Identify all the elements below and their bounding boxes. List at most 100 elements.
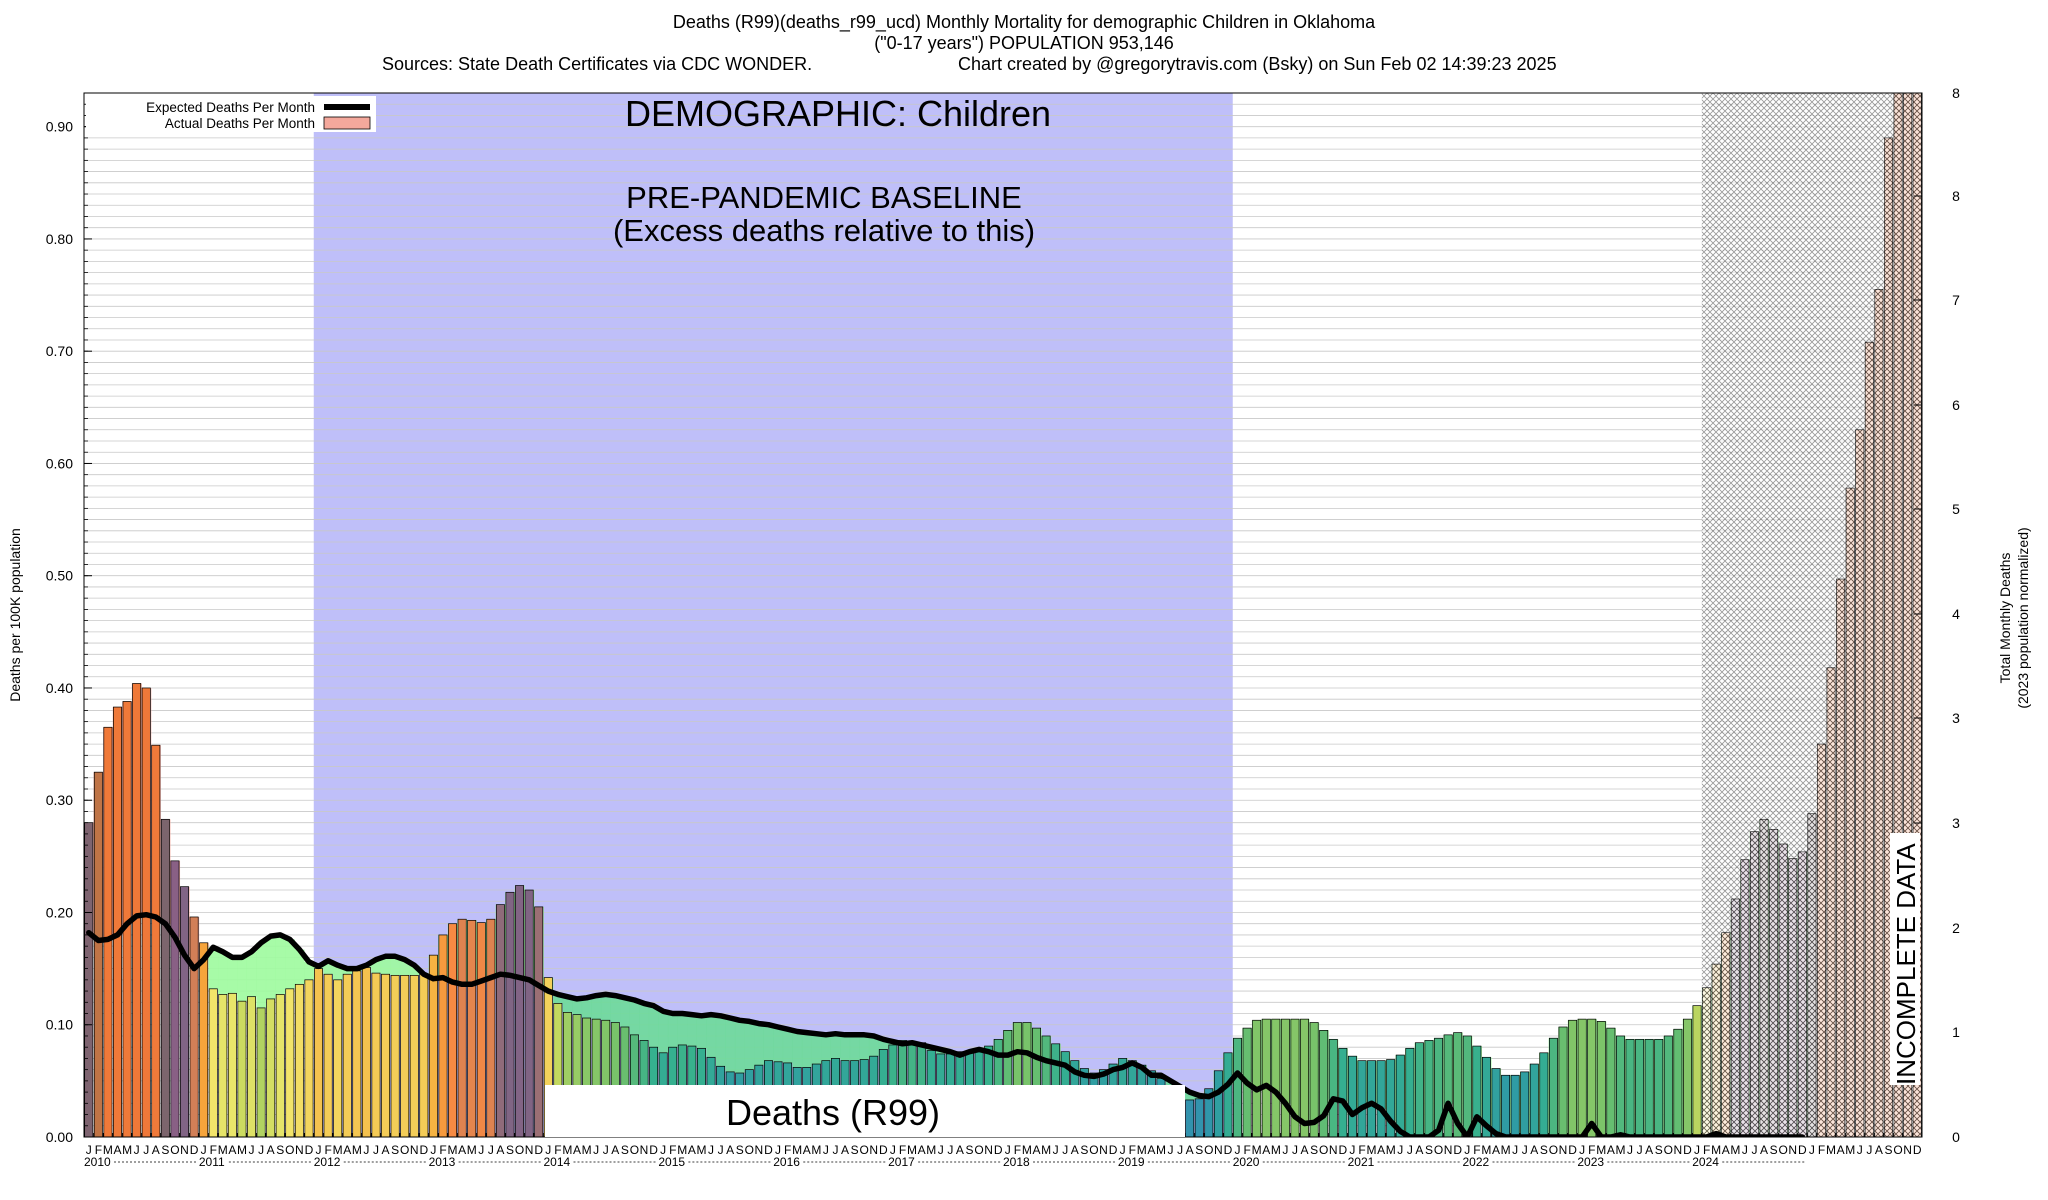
deficit-fill bbox=[744, 1021, 755, 1070]
x-month-label: J bbox=[603, 1143, 609, 1157]
actual-bar bbox=[1462, 1035, 1472, 1137]
deficit-fill bbox=[581, 997, 592, 1019]
deficit-fill bbox=[830, 1033, 841, 1059]
actual-bar bbox=[285, 988, 295, 1137]
incomplete-bar-overlay bbox=[1884, 137, 1893, 1137]
expected-line bbox=[86, 911, 1806, 1137]
x-year-label: 2015 bbox=[658, 1155, 685, 1169]
x-year-label: 2010 bbox=[84, 1155, 111, 1169]
actual-bar bbox=[515, 885, 525, 1137]
actual-bar bbox=[151, 744, 161, 1137]
actual-bar bbox=[1625, 1038, 1635, 1137]
x-month-label: A bbox=[1186, 1143, 1194, 1157]
actual-bar bbox=[1003, 1030, 1013, 1137]
incomplete-bar-overlay bbox=[1702, 987, 1712, 1137]
y-tick-label: 0.30 bbox=[46, 792, 73, 808]
actual-bar bbox=[1510, 1074, 1520, 1137]
deficit-fill bbox=[380, 956, 391, 975]
deficit-fill bbox=[667, 1013, 678, 1048]
x-month-label: N bbox=[180, 1143, 189, 1157]
deficit-fill bbox=[754, 1023, 764, 1066]
deficit-fill bbox=[821, 1034, 831, 1061]
incomplete-bar-overlay bbox=[1740, 859, 1750, 1137]
actual-bar bbox=[180, 886, 189, 1137]
actual-bar bbox=[1520, 1071, 1530, 1137]
x-year-label: 2012 bbox=[314, 1155, 341, 1169]
deficit-fill bbox=[725, 1018, 736, 1072]
x-year-label: 2019 bbox=[1118, 1155, 1145, 1169]
actual-bar bbox=[266, 998, 276, 1137]
x-month-label: M bbox=[811, 1143, 821, 1157]
x-month-label: M bbox=[352, 1143, 362, 1157]
x-month-label: N bbox=[1674, 1143, 1683, 1157]
y-tick-label: 0.80 bbox=[46, 231, 73, 247]
actual-bar bbox=[1367, 1060, 1377, 1137]
deficit-fill bbox=[553, 994, 563, 1004]
incomplete-bar-overlay bbox=[1750, 831, 1759, 1137]
actual-bar bbox=[256, 1007, 266, 1137]
x-month-label: M bbox=[467, 1143, 477, 1157]
x-month-label: A bbox=[343, 1143, 351, 1157]
x-month-label: D bbox=[1913, 1143, 1922, 1157]
x-month-label: J bbox=[258, 1143, 264, 1157]
x-month-label: J bbox=[823, 1143, 829, 1157]
x-month-label: N bbox=[1214, 1143, 1223, 1157]
x-month-label: A bbox=[1492, 1143, 1500, 1157]
x-month-label: D bbox=[764, 1143, 773, 1157]
sources-text: Sources: State Death Certificates via CD… bbox=[382, 54, 813, 74]
actual-bar bbox=[1501, 1074, 1511, 1137]
x-month-label: A bbox=[1147, 1143, 1155, 1157]
deficit-fill bbox=[218, 951, 228, 995]
x-month-label: J bbox=[373, 1143, 379, 1157]
incomplete-bar-overlay bbox=[1711, 963, 1721, 1137]
x-month-label: A bbox=[458, 1143, 466, 1157]
actual-bar bbox=[361, 967, 371, 1137]
deficit-fill bbox=[859, 1034, 870, 1060]
actual-bar bbox=[1223, 1052, 1233, 1137]
deficit-fill bbox=[868, 1035, 879, 1057]
x-month-label: F bbox=[1473, 1143, 1480, 1157]
x-month-label: F bbox=[95, 1143, 102, 1157]
legend-actual-swatch bbox=[323, 116, 371, 130]
deficit-fill bbox=[265, 936, 276, 999]
x-year-label: 2021 bbox=[1348, 1155, 1375, 1169]
actual-bar bbox=[1663, 1035, 1673, 1137]
x-month-label: D bbox=[420, 1143, 429, 1157]
x-month-label: S bbox=[1540, 1143, 1548, 1157]
deficit-fill bbox=[409, 965, 420, 976]
incomplete-bar-overlay bbox=[1855, 429, 1865, 1137]
actual-bar bbox=[467, 919, 477, 1137]
incomplete-bar-overlay bbox=[1903, 93, 1913, 1137]
x-month-label: N bbox=[984, 1143, 993, 1157]
chart-title-line2: ("0-17 years") POPULATION 953,146 bbox=[874, 33, 1174, 53]
actual-bar bbox=[304, 979, 314, 1137]
actual-bar bbox=[1252, 1019, 1262, 1137]
y2-tick-label: 2 bbox=[1952, 920, 1960, 936]
deficit-fill bbox=[600, 994, 611, 1021]
y-axis-label: Deaths per 100K population bbox=[7, 528, 23, 702]
x-month-label: N bbox=[295, 1143, 304, 1157]
x-month-label: O bbox=[1893, 1143, 1902, 1157]
y2-tick-label: 4 bbox=[1952, 606, 1960, 622]
actual-bar bbox=[1654, 1038, 1664, 1137]
actual-bar bbox=[438, 934, 448, 1137]
deficit-fill bbox=[763, 1024, 774, 1061]
actual-bar bbox=[275, 994, 285, 1137]
x-month-label: A bbox=[152, 1143, 160, 1157]
actual-bar bbox=[1692, 1005, 1702, 1137]
x-month-label: M bbox=[792, 1143, 802, 1157]
deficit-fill bbox=[208, 947, 219, 989]
x-month-label: J bbox=[1062, 1143, 1068, 1157]
incomplete-bar-overlay bbox=[1807, 813, 1817, 1137]
deficit-fill bbox=[591, 995, 602, 1020]
x-month-label: A bbox=[1645, 1143, 1653, 1157]
actual-bar bbox=[1539, 1052, 1549, 1137]
x-month-label: A bbox=[1377, 1143, 1385, 1157]
deficit-fill bbox=[246, 951, 257, 997]
x-year-label: 2017 bbox=[888, 1155, 915, 1169]
x-year-label: 2020 bbox=[1233, 1155, 1260, 1169]
y-tick-label: 0.10 bbox=[46, 1017, 73, 1033]
x-month-label: M bbox=[1156, 1143, 1166, 1157]
x-month-label: J bbox=[718, 1143, 724, 1157]
credit-text: Chart created by @gregorytravis.com (Bsk… bbox=[958, 54, 1557, 74]
